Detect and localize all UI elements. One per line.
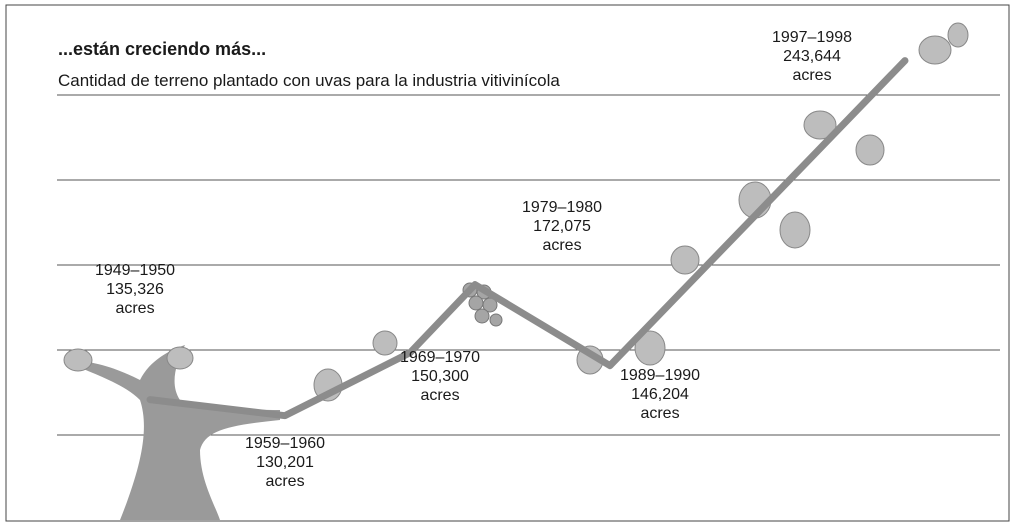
- leaf: [634, 330, 666, 366]
- chart-subtitle: Cantidad de terreno plantado con uvas pa…: [58, 71, 560, 90]
- unit-label: acres: [115, 300, 154, 317]
- period-label: 1979–1980: [522, 199, 602, 216]
- grape: [489, 313, 503, 327]
- leaf: [166, 346, 194, 370]
- period-label: 1969–1970: [400, 349, 480, 366]
- grape: [474, 308, 490, 324]
- value-label: 130,201: [256, 454, 314, 471]
- leaf: [779, 211, 811, 249]
- period-label: 1997–1998: [772, 29, 852, 46]
- period-label: 1989–1990: [620, 367, 700, 384]
- grape: [468, 295, 484, 311]
- leaf: [670, 245, 700, 275]
- leaf: [918, 35, 952, 65]
- leaf: [803, 110, 837, 140]
- leaf: [63, 348, 93, 372]
- leaf: [947, 22, 969, 48]
- value-label: 243,644: [783, 48, 841, 65]
- chart-title: ...están creciendo más...: [58, 39, 266, 59]
- vine-line: [146, 57, 909, 420]
- leaf: [855, 134, 885, 166]
- leaf: [372, 330, 398, 356]
- value-label: 146,204: [631, 386, 689, 403]
- period-label: 1949–1950: [95, 262, 175, 279]
- grid-lines: [57, 94, 1000, 436]
- unit-label: acres: [420, 387, 459, 404]
- value-label: 135,326: [106, 281, 164, 298]
- unit-label: acres: [265, 473, 304, 490]
- unit-label: acres: [542, 237, 581, 254]
- unit-label: acres: [640, 405, 679, 422]
- trunk: [65, 345, 280, 520]
- unit-label: acres: [792, 67, 831, 84]
- period-label: 1959–1960: [245, 435, 325, 452]
- leaves: [63, 22, 969, 402]
- value-label: 150,300: [411, 368, 469, 385]
- value-label: 172,075: [533, 218, 591, 235]
- grape: [482, 297, 498, 313]
